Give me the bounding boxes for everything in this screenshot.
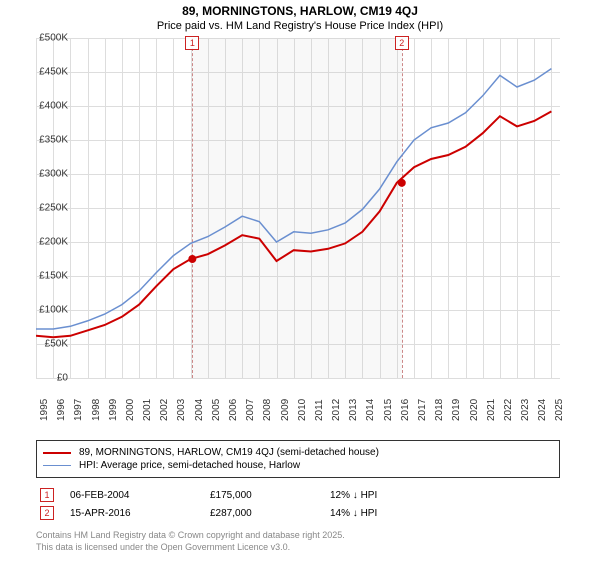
- sales-delta-2: 14% ↓ HPI: [330, 508, 450, 519]
- legend-label-property: 89, MORNINGTONS, HARLOW, CM19 4QJ (semi-…: [79, 447, 379, 458]
- x-axis-label: 2010: [297, 391, 308, 421]
- sales-row-1: 1 06-FEB-2004 £175,000 12% ↓ HPI: [36, 488, 560, 502]
- y-axis-label: £50K: [28, 339, 68, 350]
- x-axis-label: 2016: [400, 391, 411, 421]
- x-axis-label: 2003: [176, 391, 187, 421]
- legend-item-hpi: HPI: Average price, semi-detached house,…: [43, 460, 553, 471]
- x-axis-label: 2006: [228, 391, 239, 421]
- legend-swatch-hpi: [43, 465, 71, 467]
- sale-point-dot-icon: [188, 255, 196, 263]
- x-axis-label: 2004: [194, 391, 205, 421]
- sales-marker-1-icon: 1: [40, 488, 54, 502]
- legend-label-hpi: HPI: Average price, semi-detached house,…: [79, 460, 300, 471]
- sale-marker-2-icon: 2: [395, 36, 409, 50]
- series-line-property: [36, 111, 551, 337]
- chart-plot: [36, 38, 560, 378]
- sales-table: 1 06-FEB-2004 £175,000 12% ↓ HPI 2 15-AP…: [36, 484, 560, 524]
- x-axis-label: 2002: [159, 391, 170, 421]
- x-axis-label: 2008: [262, 391, 273, 421]
- y-axis-label: £250K: [28, 203, 68, 214]
- x-axis-label: 2021: [486, 391, 497, 421]
- sales-price-1: £175,000: [210, 490, 330, 501]
- attribution: Contains HM Land Registry data © Crown c…: [36, 530, 345, 553]
- x-axis-label: 2015: [383, 391, 394, 421]
- series-line-hpi: [36, 69, 551, 329]
- y-axis-label: £200K: [28, 237, 68, 248]
- attribution-line1: Contains HM Land Registry data © Crown c…: [36, 530, 345, 542]
- y-axis-label: £400K: [28, 101, 68, 112]
- sales-delta-1: 12% ↓ HPI: [330, 490, 450, 501]
- x-axis-label: 2009: [280, 391, 291, 421]
- chart-container: 89, MORNINGTONS, HARLOW, CM19 4QJ Price …: [0, 4, 600, 564]
- x-axis-label: 2023: [520, 391, 531, 421]
- y-axis-label: £300K: [28, 169, 68, 180]
- x-axis-label: 2005: [211, 391, 222, 421]
- chart-subtitle: Price paid vs. HM Land Registry's House …: [0, 20, 600, 32]
- x-axis-label: 2001: [142, 391, 153, 421]
- x-axis-label: 2017: [417, 391, 428, 421]
- x-axis-label: 1996: [56, 391, 67, 421]
- gridline-h: [36, 378, 560, 379]
- x-axis-label: 2025: [554, 391, 565, 421]
- y-axis-label: £450K: [28, 67, 68, 78]
- x-axis-label: 2014: [365, 391, 376, 421]
- y-axis-label: £350K: [28, 135, 68, 146]
- x-axis-label: 2013: [348, 391, 359, 421]
- x-axis-label: 2024: [537, 391, 548, 421]
- legend-item-property: 89, MORNINGTONS, HARLOW, CM19 4QJ (semi-…: [43, 447, 553, 458]
- x-axis-label: 2012: [331, 391, 342, 421]
- sales-row-2: 2 15-APR-2016 £287,000 14% ↓ HPI: [36, 506, 560, 520]
- sales-price-2: £287,000: [210, 508, 330, 519]
- attribution-line2: This data is licensed under the Open Gov…: [36, 542, 345, 554]
- x-axis-label: 2020: [469, 391, 480, 421]
- chart-area: 12 £0£50K£100K£150K£200K£250K£300K£350K£…: [36, 38, 596, 408]
- legend-swatch-property: [43, 452, 71, 454]
- x-axis-label: 1997: [73, 391, 84, 421]
- sale-marker-1-icon: 1: [185, 36, 199, 50]
- y-axis-label: £150K: [28, 271, 68, 282]
- x-axis-label: 2022: [503, 391, 514, 421]
- y-axis-label: £100K: [28, 305, 68, 316]
- x-axis-label: 2007: [245, 391, 256, 421]
- sales-date-1: 06-FEB-2004: [70, 490, 210, 501]
- x-axis-label: 1995: [39, 391, 50, 421]
- x-axis-label: 2019: [451, 391, 462, 421]
- chart-title: 89, MORNINGTONS, HARLOW, CM19 4QJ: [0, 4, 600, 18]
- sale-point-dot-icon: [398, 179, 406, 187]
- x-axis-label: 2018: [434, 391, 445, 421]
- sales-marker-2-icon: 2: [40, 506, 54, 520]
- x-axis-label: 2000: [125, 391, 136, 421]
- y-axis-label: £0: [28, 373, 68, 384]
- legend: 89, MORNINGTONS, HARLOW, CM19 4QJ (semi-…: [36, 440, 560, 478]
- y-axis-label: £500K: [28, 33, 68, 44]
- x-axis-label: 1999: [108, 391, 119, 421]
- sales-date-2: 15-APR-2016: [70, 508, 210, 519]
- x-axis-label: 2011: [314, 391, 325, 421]
- x-axis-label: 1998: [91, 391, 102, 421]
